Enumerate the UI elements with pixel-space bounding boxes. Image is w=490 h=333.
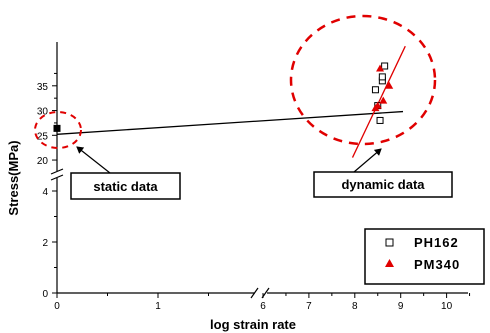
y-tick-label: 30 — [37, 107, 49, 118]
y-tick-label: 25 — [37, 131, 49, 142]
static-data-arrow — [76, 146, 111, 174]
point-ph162 — [376, 116, 384, 124]
dynamic-data-arrow — [353, 148, 382, 173]
ticks-layer: 0 1 6 7 8 9 10 0 2 4 20 25 30 35 — [37, 72, 471, 312]
dynamic-data-label: dynamic data — [341, 177, 425, 192]
x-tick-label: 10 — [441, 301, 453, 312]
legend-marker-pm340 — [385, 259, 394, 267]
point-ph162 — [378, 73, 386, 81]
dynamic-data-box — [313, 171, 453, 198]
y-axis-break-mark — [50, 174, 64, 181]
legend-label-ph162: PH162 — [414, 235, 459, 250]
static-data-box — [70, 172, 181, 200]
legend-label-pm340: PM340 — [414, 257, 460, 272]
point-pm340 — [373, 101, 382, 109]
x-tick-label: 7 — [306, 301, 312, 312]
x-tick-label: 6 — [260, 301, 266, 312]
point-pm340 — [376, 64, 385, 72]
point-ph162 — [381, 62, 389, 70]
x-tick-label: 8 — [352, 301, 358, 312]
y-tick-label: 0 — [42, 289, 48, 300]
legend: PH162 PM340 — [364, 228, 485, 285]
fit-line — [351, 45, 406, 158]
fit-line — [56, 110, 404, 135]
y-tick-label: 4 — [42, 187, 48, 198]
x-axis-label: log strain rate — [210, 317, 296, 332]
x-tick-label: 9 — [398, 301, 404, 312]
y-axis-label: Stress(MPa) — [6, 140, 21, 215]
fit-lines — [56, 45, 406, 158]
x-tick-label: 0 — [54, 301, 60, 312]
point-ph162 — [53, 124, 61, 132]
static-data-label: static data — [93, 179, 158, 194]
x-axis-break-mark — [250, 287, 259, 299]
highlight-ellipses — [34, 14, 437, 149]
legend-marker-ph162 — [385, 238, 394, 247]
y-tick-label: 2 — [42, 238, 48, 249]
y-axis-break-mark — [50, 168, 64, 175]
point-ph162 — [371, 86, 379, 94]
static-data-ellipse — [34, 111, 82, 149]
y-tick-label: 20 — [37, 156, 49, 167]
y-tick-label: 35 — [37, 82, 49, 93]
legend-box — [364, 228, 485, 285]
dynamic-data-ellipse — [289, 14, 437, 146]
x-tick-label: 1 — [155, 301, 161, 312]
annotations: static data dynamic data — [70, 146, 453, 200]
point-pm340 — [379, 96, 388, 104]
data-points — [53, 62, 394, 132]
point-pm340 — [385, 81, 394, 89]
